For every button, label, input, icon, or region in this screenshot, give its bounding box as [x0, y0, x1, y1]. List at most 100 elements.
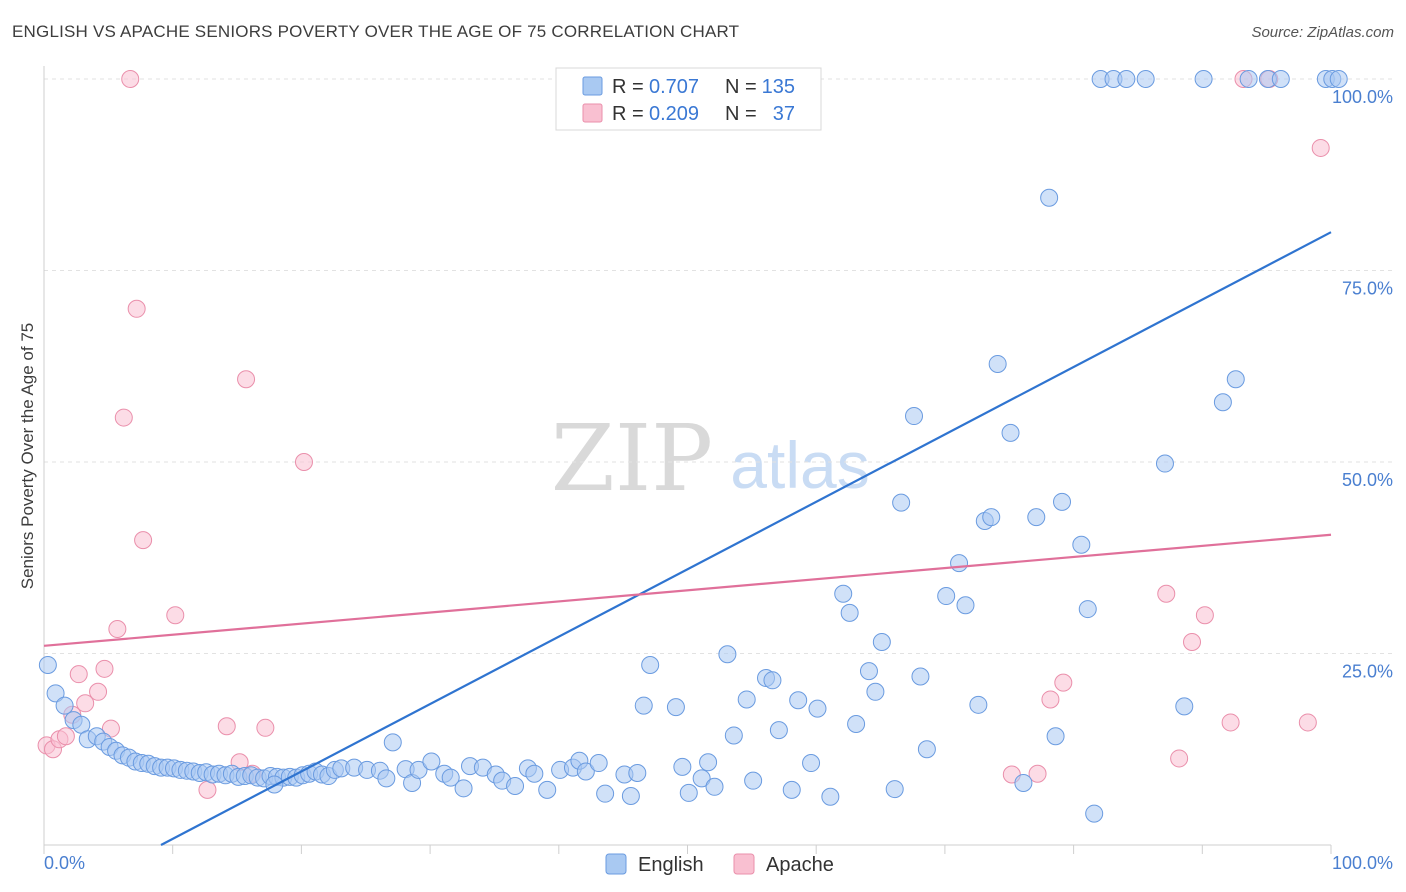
- apache-point: [217, 717, 236, 736]
- english-point: [454, 779, 473, 798]
- legend-english-label: English: [638, 854, 704, 876]
- english-point: [847, 714, 866, 733]
- apache-point: [1028, 764, 1047, 783]
- english-point: [905, 407, 924, 426]
- apache-point: [1157, 584, 1176, 603]
- apache-point: [1298, 713, 1317, 732]
- english-point: [808, 699, 827, 718]
- apache-point: [256, 718, 275, 737]
- english-point: [576, 762, 595, 781]
- english-point: [705, 777, 724, 796]
- english-point: [744, 771, 763, 790]
- english-point: [1027, 508, 1046, 527]
- english-point: [724, 726, 743, 745]
- apache-point: [1183, 633, 1202, 652]
- english-point: [441, 768, 460, 787]
- english-n-value: 135: [762, 76, 795, 98]
- english-point: [821, 787, 840, 806]
- english-point: [525, 764, 544, 783]
- apache-point: [127, 299, 146, 318]
- english-point: [969, 695, 988, 714]
- english-point: [911, 667, 930, 686]
- english-point: [1046, 727, 1065, 746]
- english-point: [589, 754, 608, 773]
- english-point: [1078, 600, 1097, 619]
- apache-trend-line: [43, 533, 1332, 647]
- apache-point: [114, 408, 133, 427]
- apache-r-value: 0.209: [649, 103, 699, 125]
- apache-swatch: [582, 103, 603, 123]
- english-point: [763, 671, 782, 690]
- y-tick-label: 100.0%: [1332, 87, 1393, 107]
- y-tick-label: 25.0%: [1342, 662, 1393, 682]
- watermark-atlas: atlas: [730, 428, 869, 502]
- legend-apache-label: Apache: [766, 854, 834, 876]
- english-point: [737, 690, 756, 709]
- y-tick-label: 50.0%: [1342, 470, 1393, 490]
- english-swatch: [582, 76, 603, 96]
- english-point: [1117, 70, 1136, 88]
- apache-point: [121, 70, 140, 88]
- english-point: [641, 655, 660, 674]
- english-point: [950, 554, 969, 573]
- chart-title: ENGLISH VS APACHE SENIORS POVERTY OVER T…: [12, 22, 740, 41]
- apache-n-label: N =: [725, 103, 757, 125]
- english-point: [673, 757, 692, 776]
- english-point: [596, 784, 615, 803]
- apache-point: [1311, 138, 1330, 157]
- apache-point: [1170, 749, 1189, 768]
- english-point: [1271, 70, 1290, 88]
- y-axis-label: Seniors Poverty Over the Age of 75: [18, 323, 37, 589]
- apache-point: [198, 780, 217, 799]
- apache-point: [166, 606, 185, 625]
- apache-point: [89, 682, 108, 701]
- english-point: [1329, 70, 1348, 88]
- english-point: [55, 696, 74, 715]
- stats-legend: R = 0.707 N = 135 R = 0.209 N = 37: [555, 67, 822, 131]
- english-point: [699, 753, 718, 772]
- english-point: [422, 752, 441, 771]
- x-tick-label: 0.0%: [44, 853, 85, 873]
- english-point: [769, 721, 788, 740]
- english-point: [937, 587, 956, 606]
- apache-point: [95, 659, 114, 678]
- english-point: [1014, 773, 1033, 792]
- english-point: [666, 698, 685, 717]
- english-point: [885, 780, 904, 799]
- english-point: [782, 780, 801, 799]
- watermark: ZIP atlas: [551, 405, 870, 512]
- english-point: [872, 633, 891, 652]
- english-point: [982, 508, 1001, 527]
- apache-point: [294, 453, 313, 471]
- english-point: [621, 786, 640, 805]
- apache-point: [1221, 713, 1240, 732]
- english-point: [988, 354, 1007, 373]
- english-point: [409, 760, 428, 779]
- axis-ticks: 0.0% 100.0% 25.0% 50.0% 75.0% 100.0%: [43, 87, 1393, 873]
- legend-apache-swatch: [733, 853, 755, 875]
- apache-point: [76, 694, 95, 713]
- x-tick-label: 100.0%: [1332, 853, 1393, 873]
- english-point: [679, 783, 698, 802]
- english-points: [38, 70, 1348, 823]
- source-credit: Source: ZipAtlas.com: [1251, 24, 1394, 41]
- english-point: [1175, 697, 1194, 716]
- english-n-label: N =: [725, 76, 757, 98]
- apache-point: [134, 531, 153, 550]
- english-point: [1194, 70, 1213, 88]
- english-point: [1001, 423, 1020, 442]
- english-point: [1239, 70, 1258, 88]
- trend-lines: [43, 231, 1332, 846]
- apache-point: [237, 370, 256, 389]
- english-point: [46, 684, 65, 703]
- apache-point: [1195, 606, 1214, 625]
- english-r-value: 0.707: [649, 76, 699, 98]
- apache-point: [108, 619, 127, 638]
- english-point: [1155, 454, 1174, 473]
- grid: [44, 78, 1395, 654]
- english-point: [1085, 804, 1104, 823]
- english-point: [1053, 492, 1072, 511]
- english-point: [834, 584, 853, 603]
- legend-english-swatch: [605, 853, 627, 875]
